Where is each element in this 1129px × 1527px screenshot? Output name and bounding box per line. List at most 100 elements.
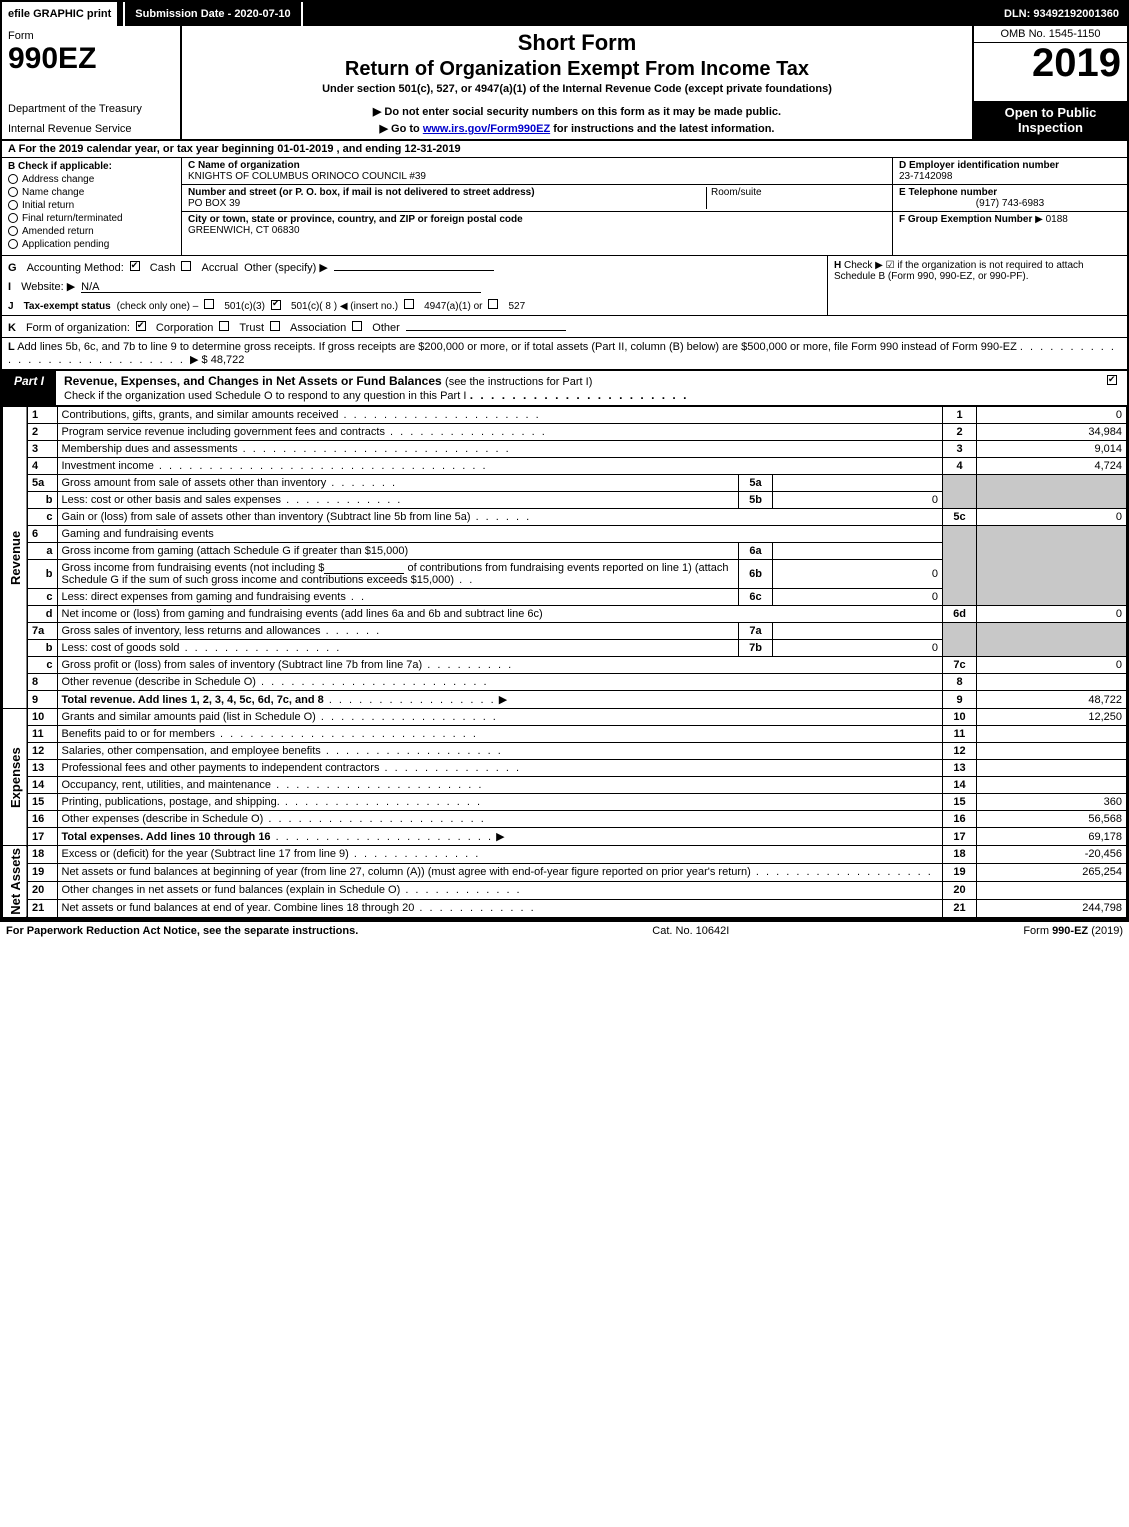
G-other-input[interactable] [334,259,494,271]
l7a-inval [773,623,943,640]
section-C: C Name of organization KNIGHTS OF COLUMB… [182,158,892,255]
l5c-outnum: 5c [943,509,977,526]
l6a-num: a [27,543,57,560]
chk-name-change[interactable]: Name change [8,187,175,198]
l8-num: 8 [27,674,57,691]
org-address: PO BOX 39 [188,198,535,209]
l7c-desc: Gross profit or (loss) from sales of inv… [62,659,423,671]
l2-outval: 34,984 [977,424,1127,441]
form-label: Form [8,30,174,42]
l16-desc: Other expenses (describe in Schedule O) [62,813,264,825]
header-center: Short Form Return of Organization Exempt… [182,26,972,139]
l21-outnum: 21 [943,899,977,917]
form-header: Form 990EZ Department of the Treasury In… [2,26,1127,141]
l6-desc: Gaming and fundraising events [57,526,943,543]
chk-4947[interactable] [404,299,414,309]
footer-right: Form 990-EZ (2019) [1023,925,1123,937]
l1-num: 1 [27,407,57,424]
expenses-sidelabel: Expenses [3,709,28,846]
part-i-header: Part I Revenue, Expenses, and Changes in… [2,371,1127,406]
chk-527[interactable] [488,299,498,309]
l6-shade [943,526,977,606]
l10-desc: Grants and similar amounts paid (list in… [62,711,316,723]
F-group-label: F Group Exemption Number [899,214,1032,225]
line-G: G Accounting Method: Cash Accrual Other … [2,256,827,277]
l20-outnum: 20 [943,881,977,899]
C-city-label: City or town, state or province, country… [188,214,523,225]
l6b-blank[interactable] [324,562,404,574]
chk-cash[interactable] [130,261,140,271]
chk-501c[interactable] [271,300,281,310]
chk-other-org[interactable] [352,321,362,331]
chk-initial-return[interactable]: Initial return [8,200,175,211]
l2-num: 2 [27,424,57,441]
top-bar: efile GRAPHIC print Submission Date - 20… [2,2,1127,26]
section-B: B Check if applicable: Address change Na… [2,158,182,255]
chk-trust[interactable] [219,321,229,331]
revenue-sidelabel: Revenue [3,407,28,709]
l7a-num: 7a [27,623,57,640]
l2-outnum: 2 [943,424,977,441]
l7a-innum: 7a [739,623,773,640]
chk-amended-return[interactable]: Amended return [8,226,175,237]
room-suite-label: Room/suite [706,187,886,209]
header-right: OMB No. 1545-1150 2019 Open to Public In… [972,26,1127,139]
l12-num: 12 [27,743,57,760]
l10-outval: 12,250 [977,709,1127,726]
line-I: I Website: ▶ N/A [2,277,827,296]
chk-final-return[interactable]: Final return/terminated [8,213,175,224]
l14-desc: Occupancy, rent, utilities, and maintena… [62,779,272,791]
l19-num: 19 [27,863,57,881]
l18-outnum: 18 [943,846,977,864]
l11-desc: Benefits paid to or for members [62,728,215,740]
tax-year: 2019 [974,43,1127,83]
l14-outval [977,777,1127,794]
line-16: 16 Other expenses (describe in Schedule … [3,811,1127,828]
l5a-num: 5a [27,475,57,492]
line-3: 3 Membership dues and assessments . . . … [3,441,1127,458]
chk-association[interactable] [270,321,280,331]
website-value: N/A [81,281,481,293]
l3-outval: 9,014 [977,441,1127,458]
dept-irs: Internal Revenue Service [8,123,174,135]
l8-outval [977,674,1127,691]
chk-accrual[interactable] [181,261,191,271]
line-5c: c Gain or (loss) from sale of assets oth… [3,509,1127,526]
l4-outnum: 4 [943,458,977,475]
l7a-desc: Gross sales of inventory, less returns a… [62,625,321,637]
l4-outval: 4,724 [977,458,1127,475]
l17-outnum: 17 [943,828,977,846]
J-527: 527 [508,301,525,312]
l12-desc: Salaries, other compensation, and employ… [62,745,321,757]
l6b-inval: 0 [773,560,943,589]
chk-address-change[interactable]: Address change [8,174,175,185]
line-H: H Check ▶ ☑ if the organization is not r… [827,256,1127,315]
efile-print-button[interactable]: efile GRAPHIC print [2,2,119,26]
K-corp: Corporation [156,322,213,334]
l7b-desc: Less: cost of goods sold [62,642,180,654]
l11-outval [977,726,1127,743]
L-amount: ▶ $ 48,722 [190,354,244,366]
chk-application-pending[interactable]: Application pending [8,239,175,250]
l21-desc: Net assets or fund balances at end of ye… [62,902,415,914]
line-J: J Tax-exempt status (check only one) – 5… [2,296,827,315]
goto-line: ▶ Go to www.irs.gov/Form990EZ for instru… [190,122,964,135]
l15-desc: Printing, publications, postage, and shi… [62,796,280,808]
K-assoc: Association [290,322,346,334]
goto-link[interactable]: www.irs.gov/Form990EZ [423,123,550,135]
l16-outnum: 16 [943,811,977,828]
chk-501c3[interactable] [204,299,214,309]
chk-schedule-o[interactable] [1107,375,1117,385]
l1-desc: Contributions, gifts, grants, and simila… [62,409,339,421]
l6-shade-val [977,526,1127,606]
K-other-input[interactable] [406,319,566,331]
l17-outval: 69,178 [977,828,1127,846]
l17-desc: Total expenses. Add lines 10 through 16 [62,831,271,843]
title-return: Return of Organization Exempt From Incom… [190,58,964,81]
chk-corporation[interactable] [136,321,146,331]
line-19: 19 Net assets or fund balances at beginn… [3,863,1127,881]
l5c-num: c [27,509,57,526]
line-1: Revenue 1 Contributions, gifts, grants, … [3,407,1127,424]
l20-desc: Other changes in net assets or fund bala… [62,884,401,896]
l5ab-shade-val [977,475,1127,509]
